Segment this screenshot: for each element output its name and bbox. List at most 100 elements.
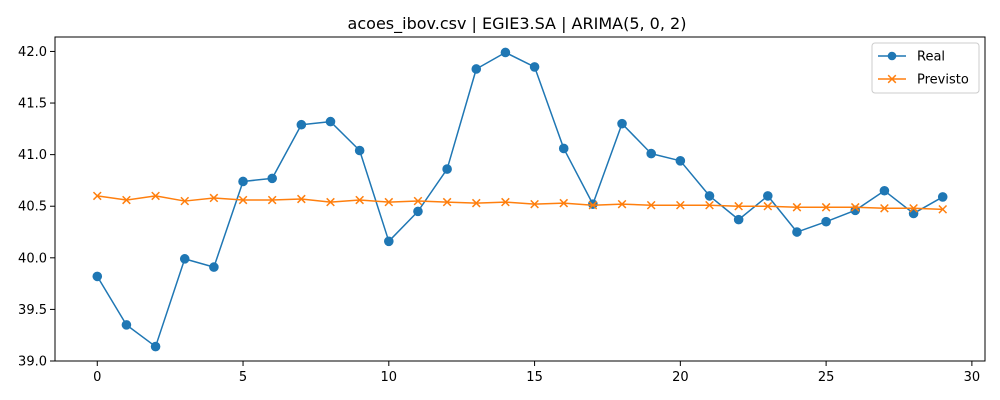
data-point-previsto xyxy=(530,199,539,209)
data-point-real xyxy=(267,173,277,184)
legend: Real Previsto xyxy=(871,42,980,94)
marker-stroke xyxy=(413,196,423,206)
data-point-previsto xyxy=(297,194,306,204)
marker-stroke xyxy=(92,191,102,201)
marker-stroke xyxy=(471,198,481,208)
y-tick-label: 40.5 xyxy=(18,200,47,215)
x-tick-label: 0 xyxy=(93,370,101,385)
marker-stroke xyxy=(676,200,685,210)
marker-stroke xyxy=(384,197,394,207)
marker-stroke xyxy=(734,201,743,211)
data-point-previsto xyxy=(617,199,627,209)
marker-stroke xyxy=(297,194,306,204)
series-layer xyxy=(92,47,948,352)
marker-stroke xyxy=(887,74,897,84)
x-tick-label: 5 xyxy=(239,370,247,385)
y-tick-label: 40.0 xyxy=(18,251,47,266)
x-tick-label: 15 xyxy=(526,370,543,385)
marker-stroke xyxy=(705,200,714,210)
data-point-real xyxy=(121,320,132,330)
data-point-real xyxy=(471,64,482,74)
data-point-real xyxy=(354,145,365,156)
marker-stroke xyxy=(180,196,190,206)
data-point-real xyxy=(296,119,307,130)
data-point-previsto xyxy=(821,202,831,212)
data-point-previsto xyxy=(442,197,452,207)
y-tick-label: 41.5 xyxy=(18,97,47,112)
series-line-real xyxy=(96,51,944,348)
data-point-previsto xyxy=(180,196,190,206)
data-point-real xyxy=(937,192,948,202)
marker-stroke xyxy=(238,195,248,205)
marker-stroke xyxy=(763,201,773,211)
data-point-previsto xyxy=(792,202,802,212)
data-point-real xyxy=(558,143,569,154)
data-point-previsto xyxy=(355,195,364,205)
legend-label-real: Real xyxy=(917,50,945,65)
data-point-previsto xyxy=(209,193,219,203)
data-point-real xyxy=(850,205,861,216)
data-point-real xyxy=(442,164,452,174)
data-point-real xyxy=(704,191,715,201)
marker-stroke xyxy=(442,197,452,207)
data-point-previsto xyxy=(850,202,860,212)
series-line-previsto xyxy=(97,195,943,211)
data-point-real xyxy=(92,271,103,282)
axes: 0 5 10 15 20 25 30 39.0 39.5 40.0 40.5 41.0 41.5 42.0 xyxy=(18,36,986,385)
y-tick-label: 41.0 xyxy=(18,148,47,163)
legend-label-previsto: Previsto xyxy=(917,73,969,88)
data-point-previsto xyxy=(705,200,714,210)
legend-marker-real xyxy=(887,51,897,61)
y-tick-label: 39.5 xyxy=(18,303,47,318)
x-tick-label: 20 xyxy=(672,370,689,385)
data-point-real xyxy=(500,47,511,58)
data-point-real xyxy=(792,227,802,237)
marker-stroke xyxy=(617,199,627,209)
data-point-previsto xyxy=(734,201,743,211)
data-point-real xyxy=(879,185,890,196)
data-point-previsto xyxy=(267,195,277,205)
x-tick-label: 25 xyxy=(818,370,835,385)
marker-stroke xyxy=(588,200,598,210)
data-point-previsto xyxy=(763,201,773,211)
marker-stroke xyxy=(821,202,831,212)
data-point-previsto xyxy=(501,197,510,207)
x-tick-label: 30 xyxy=(964,370,981,385)
marker-stroke xyxy=(880,203,889,213)
data-point-real xyxy=(617,118,627,129)
data-point-previsto xyxy=(588,200,598,210)
marker-stroke xyxy=(559,198,569,208)
data-point-previsto xyxy=(559,198,569,208)
data-point-previsto xyxy=(151,191,160,201)
marker-stroke xyxy=(151,191,160,201)
data-point-previsto xyxy=(122,195,131,205)
marker-stroke xyxy=(355,195,364,205)
legend-marker-previsto xyxy=(887,74,897,84)
data-point-previsto xyxy=(413,196,423,206)
marker-stroke xyxy=(501,197,510,207)
data-point-real xyxy=(733,214,744,225)
marker-stroke xyxy=(326,197,335,207)
data-point-previsto xyxy=(326,197,335,207)
marker-stroke xyxy=(938,204,948,214)
chart-title: acoes_ibov.csv | EGIE3.SA | ARIMA(5, 0, … xyxy=(348,14,687,34)
data-point-previsto xyxy=(676,200,685,210)
data-point-real xyxy=(209,262,219,272)
data-point-real xyxy=(646,148,656,159)
data-point-previsto xyxy=(646,200,656,210)
data-point-previsto xyxy=(909,203,918,213)
x-tick-label: 10 xyxy=(381,370,398,385)
marker-stroke xyxy=(267,195,277,205)
y-tick-label: 39.0 xyxy=(18,355,47,370)
data-point-previsto xyxy=(238,195,248,205)
data-point-real xyxy=(179,254,190,264)
data-point-previsto xyxy=(880,203,889,213)
marker-stroke xyxy=(530,199,539,209)
data-point-real xyxy=(529,62,540,72)
marker-stroke xyxy=(122,195,131,205)
data-point-real xyxy=(325,116,336,127)
marker-stroke xyxy=(209,193,219,203)
data-point-real xyxy=(238,176,248,187)
data-point-previsto xyxy=(92,191,102,201)
